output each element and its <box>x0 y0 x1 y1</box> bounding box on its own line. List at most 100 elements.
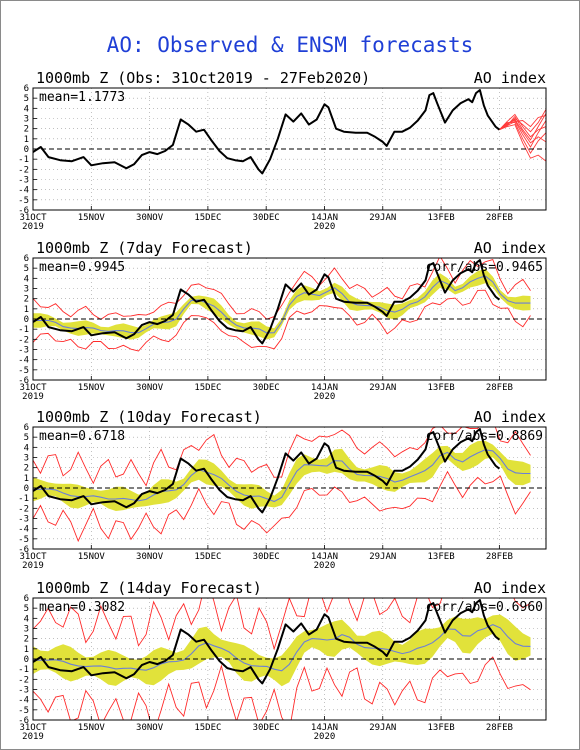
panel-1-member-line-5 <box>499 124 546 162</box>
panel-3-ytick-label: -6 <box>18 545 29 555</box>
panel-1-xtick-year: 2019 <box>22 222 44 232</box>
panel-4-xtick-label: 30DEC <box>253 723 280 733</box>
panel-4-xtick-label: 15NOV <box>78 723 106 733</box>
panel-4-xtick-year: 2020 <box>314 732 336 742</box>
panel-1-title: 1000mb Z (Obs: 31Oct2019 - 27Feb2020) <box>36 69 371 87</box>
panel-2-xtick-label: 15NOV <box>78 383 106 393</box>
panel-3-xtick-label: 28FEB <box>486 552 513 562</box>
panel-2-xtick-label: 30DEC <box>253 383 280 393</box>
panel-2-xtick-label: 13FEB <box>428 383 455 393</box>
panel-4-ytick-label: 3 <box>24 625 29 635</box>
panel-4-spread-band <box>33 614 531 687</box>
panel-4-ytick-label: -2 <box>18 675 29 685</box>
panel-2-ytick-label: 6 <box>24 254 29 264</box>
panel-4-upper-bound-line <box>33 598 531 651</box>
panel-2-xtick-year: 2020 <box>314 392 336 402</box>
panel-2-ytick-label: 4 <box>24 274 29 284</box>
panel-4-index-label: AO index <box>473 579 546 597</box>
panel-3-observed-line <box>33 428 501 514</box>
panel-3-xtick-label: 14JAN <box>311 552 338 562</box>
panel-1-ytick-label: 2 <box>24 125 29 135</box>
panel-3-title: 1000mb Z (10day Forecast) <box>36 408 262 426</box>
panel-1-ytick-label: -1 <box>18 155 29 165</box>
panel-2-ytick-label: -5 <box>18 366 29 376</box>
panel-4-title: 1000mb Z (14day Forecast) <box>36 579 262 597</box>
panel-3-lower-bound-line <box>33 470 531 543</box>
panel-1-xtick-label: 30DEC <box>253 213 280 223</box>
panel-2-xtick-label: 30NOV <box>136 383 164 393</box>
panel-1-xtick-label: 30NOV <box>136 213 164 223</box>
panel-3-xtick-label: 13FEB <box>428 552 455 562</box>
panel-1-ytick-label: 5 <box>24 94 29 104</box>
panel-4-ytick-label: 0 <box>24 655 29 665</box>
panel-4-ytick-label: 6 <box>24 594 29 604</box>
panel-1-mean-label: mean=1.1773 <box>39 90 125 105</box>
panel-3-index-label: AO index <box>473 408 546 426</box>
panel-1-ytick-label: -3 <box>18 176 29 186</box>
panel-3-ytick-label: -3 <box>18 515 29 525</box>
panel-4-ytick-label: 1 <box>24 645 29 655</box>
panel-2-ytick-label: 1 <box>24 305 29 315</box>
panel-1-index-label: AO index <box>473 69 546 87</box>
panel-1-xtick-label: 15NOV <box>78 213 106 223</box>
panel-2-ytick-label: -3 <box>18 346 29 356</box>
panel-1-ytick-label: 0 <box>24 145 29 155</box>
panel-1-xtick-label: 29JAN <box>369 213 396 223</box>
panel-1-ytick-label: -2 <box>18 165 29 175</box>
panel-4-observed-line <box>33 599 501 685</box>
panel-2-observed-line <box>33 259 501 345</box>
panel-4-lower-bound-line <box>33 656 531 720</box>
panel-1-ytick-label: 4 <box>24 104 29 114</box>
panel-3-xtick-label: 29JAN <box>369 552 396 562</box>
panel-1-member-line-8 <box>499 114 546 131</box>
panel-4-xtick-label: 15DEC <box>194 723 221 733</box>
panel-2-upper-bound-line <box>33 258 531 320</box>
panel-2-xtick-label: 29JAN <box>369 383 396 393</box>
panel-1-xtick-label: 28FEB <box>486 213 513 223</box>
panel-4-xtick-label: 31OCT <box>19 723 47 733</box>
panel-2-xtick-label: 31OCT <box>19 383 47 393</box>
panel-2-ytick-label: -4 <box>18 356 29 366</box>
panel-1-xtick-label: 31OCT <box>19 213 47 223</box>
panel-1-xtick-label: 14JAN <box>311 213 338 223</box>
panel-3-xtick-year: 2019 <box>22 561 44 571</box>
panel-3-ytick-label: 2 <box>24 464 29 474</box>
panel-3-ytick-label: 0 <box>24 484 29 494</box>
panel-1-ytick-label: 3 <box>24 115 29 125</box>
panel-1-member-line-4 <box>499 109 546 133</box>
panel-3-ytick-label: 4 <box>24 443 29 453</box>
panel-2-corr-label: corr/abs=0.9465 <box>426 260 543 275</box>
panel-1-ytick-label: 6 <box>24 84 29 94</box>
panel-3-ytick-label: 3 <box>24 454 29 464</box>
panel-2-ytick-label: -1 <box>18 325 29 335</box>
panel-1-xtick-label: 15DEC <box>194 213 221 223</box>
panel-1-xtick-label: 13FEB <box>428 213 455 223</box>
panel-1-ytick-label: 1 <box>24 135 29 145</box>
panel-3-ytick-label: 6 <box>24 423 29 433</box>
panel-4-ytick-label: 4 <box>24 614 29 624</box>
panel-1-ytick-label: -5 <box>18 196 29 206</box>
panel-4-xtick-label: 14JAN <box>311 723 338 733</box>
panel-1-xtick-year: 2020 <box>314 222 336 232</box>
panel-4-ytick-label: 2 <box>24 635 29 645</box>
panel-2-ensemble-mean-line <box>33 275 531 334</box>
panel-3-ytick-label: -2 <box>18 504 29 514</box>
panel-3-ytick-label: 5 <box>24 433 29 443</box>
panel-3-xtick-label: 30DEC <box>253 552 280 562</box>
panel-2-ytick-label: -6 <box>18 376 29 386</box>
panel-2-spread-band <box>33 268 531 340</box>
panel-2-lower-bound-line <box>33 289 531 352</box>
panel-3-mean-label: mean=0.6718 <box>39 429 125 444</box>
panel-2-ytick-label: 2 <box>24 295 29 305</box>
panel-4-ytick-label: -4 <box>18 696 29 706</box>
panel-2-title: 1000mb Z (7day Forecast) <box>36 239 253 257</box>
chart-main-title: AO: Observed & ENSM forecasts <box>106 33 474 57</box>
panel-3-ytick-label: -4 <box>18 525 29 535</box>
panel-3-ensemble-mean-line <box>33 449 531 503</box>
panel-4-xtick-label: 28FEB <box>486 723 513 733</box>
panel-1-member-line-3 <box>499 122 546 154</box>
panel-2-mean-label: mean=0.9945 <box>39 260 125 275</box>
panel-4-ytick-label: -1 <box>18 665 29 675</box>
panel-4-xtick-label: 29JAN <box>369 723 396 733</box>
